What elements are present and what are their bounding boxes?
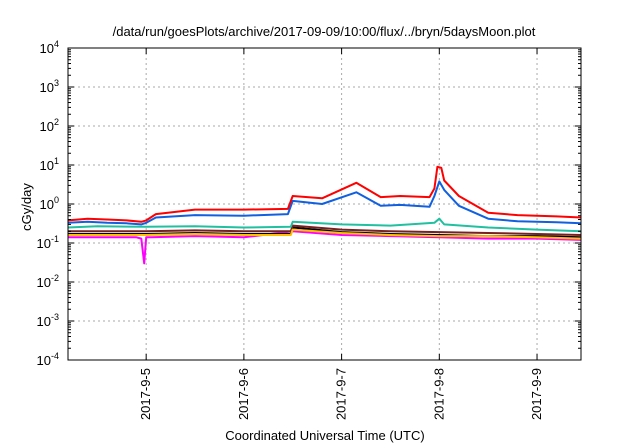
series-line: [67, 165, 582, 223]
y-tick-exponent: -2: [51, 273, 59, 283]
y-tick-label: 104: [40, 39, 59, 56]
y-tick-label: 101: [40, 156, 59, 173]
x-tick-label: 2017-9-8: [431, 368, 446, 420]
y-tick-label: 10-1: [37, 234, 59, 251]
x-axis: 2017-9-5 2017-9-6 2017-9-7 2017-9-8 2017-9-9: [138, 48, 544, 420]
y-tick-label: 100: [40, 195, 59, 212]
series-line: [68, 228, 582, 240]
y-tick-base: 10: [40, 41, 54, 56]
series-line: [68, 230, 582, 265]
x-tick-label: 2017-9-7: [334, 368, 349, 420]
y-tick-label: 10-2: [37, 273, 59, 290]
y-tick-label: 10-3: [37, 312, 59, 329]
chart-title: /data/run/goesPlots/archive/2017-09-09/1…: [113, 24, 536, 39]
y-tick-base: 10: [40, 119, 54, 134]
y-tick-exponent: 0: [54, 195, 59, 205]
y-tick-exponent: 3: [54, 78, 59, 88]
y-axis-label: cGy/day: [19, 183, 34, 231]
x-axis-label: Coordinated Universal Time (UTC): [225, 428, 424, 443]
y-tick-label: 102: [40, 117, 59, 134]
x-tick-label: 2017-9-6: [236, 368, 251, 420]
y-tick-base: 10: [37, 236, 51, 251]
y-tick-exponent: -1: [51, 234, 59, 244]
y-tick-exponent: -3: [51, 312, 59, 322]
y-tick-exponent: 2: [54, 117, 59, 127]
x-tick-label: 2017-9-5: [138, 368, 153, 420]
y-tick-base: 10: [37, 353, 51, 368]
series-line: [68, 224, 582, 236]
y-tick-exponent: 1: [54, 156, 59, 166]
y-tick-base: 10: [37, 314, 51, 329]
y-tick-base: 10: [37, 275, 51, 290]
y-tick-base: 10: [40, 158, 54, 173]
y-tick-label: 10-4: [37, 351, 59, 368]
y-tick-exponent: -4: [51, 351, 59, 361]
series-line: [67, 180, 582, 226]
y-tick-label: 103: [40, 78, 59, 95]
x-tick-label: 2017-9-9: [529, 368, 544, 420]
series-group: [67, 165, 582, 265]
series-line: [67, 217, 582, 233]
y-tick-base: 10: [40, 197, 54, 212]
y-tick-exponent: 4: [54, 39, 59, 49]
y-tick-base: 10: [40, 80, 54, 95]
